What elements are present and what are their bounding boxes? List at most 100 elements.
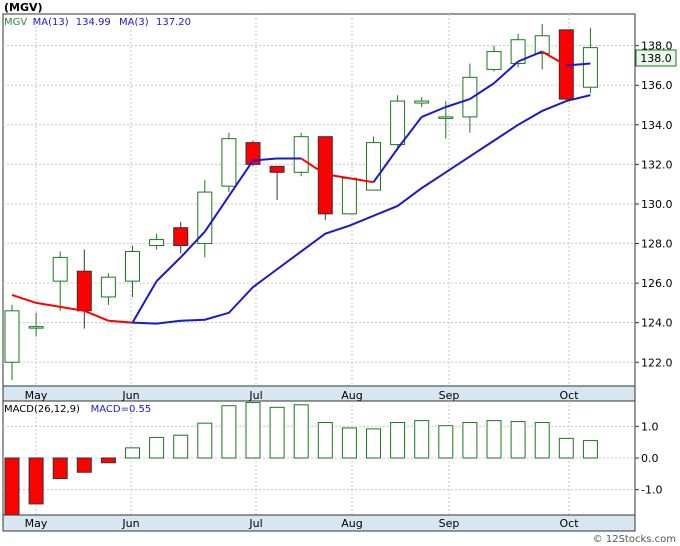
candle-body-up: [582, 47, 598, 88]
macd-bar-positive: [462, 422, 478, 459]
candle-body-up: [438, 116, 454, 119]
ma3-segment: [35, 301, 61, 308]
macd-bar-negative: [76, 457, 92, 473]
ma3-segment: [83, 309, 109, 322]
macd-bar-positive: [390, 422, 406, 459]
ma3-segment: [396, 116, 423, 150]
macd-bar-positive: [366, 428, 381, 459]
macd-legend-item: MACD(26,12,9): [4, 404, 80, 415]
ma3-segment: [60, 305, 85, 312]
ma3-segment: [372, 147, 399, 183]
price-legend-item: MA(13): [33, 17, 69, 28]
price-ytick-label: 138.0: [641, 40, 673, 53]
ma13-series-line: [132, 94, 591, 325]
macd-bar-positive: [414, 420, 430, 459]
macd-bar-negative: [28, 457, 44, 505]
ma3-segment: [155, 256, 182, 282]
macd-bar-positive: [197, 422, 213, 459]
macd-bar-positive: [173, 434, 189, 459]
price-ytick-label: 124.0: [641, 317, 673, 330]
ma3-segment: [517, 50, 543, 63]
price-xticks: May Jun Jul Aug Sep Oct: [25, 389, 580, 402]
candle-body-down: [173, 227, 189, 247]
candle-body-up: [293, 136, 309, 173]
macd-ytick-label: -1.0: [641, 484, 662, 497]
macd-date-band: [2, 514, 636, 532]
candle-body-up: [534, 35, 550, 55]
ma3-segment: [108, 319, 133, 324]
price-xtick-label: Jun: [121, 389, 139, 402]
price-xtick-label: Oct: [559, 389, 579, 402]
candle-body-up: [221, 138, 237, 187]
macd-bar-positive: [317, 422, 333, 459]
candle-body-down: [76, 270, 92, 312]
ma3-segment: [203, 195, 230, 233]
macd-legend: MACD(26,12,9) MACD=0.55: [4, 404, 151, 415]
macd-xtick-label: Aug: [341, 517, 362, 530]
ma13-long-layer: [132, 94, 591, 325]
ma3-segment: [228, 159, 254, 197]
macd-bars: [4, 402, 598, 519]
ma3-segment: [566, 62, 591, 67]
ma3-segment: [445, 98, 471, 108]
ma3-segment: [541, 50, 567, 67]
macd-bar-positive: [438, 425, 454, 459]
macd-bar-positive: [125, 447, 140, 459]
macd-xtick-label: Sep: [439, 517, 460, 530]
price-legend-item: MA(3): [119, 17, 149, 28]
candle-body-up: [197, 191, 213, 245]
macd-xticks: May Jun Jul Aug Sep Oct: [25, 517, 580, 530]
candle-body-up: [462, 76, 478, 118]
macd-bar-positive: [293, 404, 309, 459]
candle-body-down: [269, 165, 285, 173]
candle-body-up: [390, 100, 406, 146]
macd-legend-item: MACD=0.55: [91, 404, 152, 415]
price-yticks: 122.0 124.0 126.0 128.0 130.0 132.0 134.0 136.0…: [635, 40, 673, 369]
ma3-segment: [11, 294, 37, 304]
price-ytick-label: 128.0: [641, 238, 673, 251]
macd-bar-positive: [582, 440, 598, 459]
ma3-segment: [252, 157, 278, 162]
macd-bar-positive: [221, 405, 237, 459]
macd-bar-positive: [558, 437, 574, 459]
candle-body-up: [149, 239, 165, 247]
ma3-segment: [493, 60, 519, 84]
candle-body-up: [486, 51, 502, 70]
candle-body-up: [4, 310, 20, 363]
price-panel: 122.0 124.0 126.0 128.0 130.0 132.0 134.0 136.0…: [2, 13, 677, 403]
candle-body-up: [414, 100, 430, 104]
last-price-box: [635, 49, 677, 67]
candle-body-up: [125, 250, 140, 282]
macd-xtick-label: Jul: [248, 517, 262, 530]
candle-body-up: [100, 276, 116, 298]
price-xtick-label: Sep: [439, 389, 460, 402]
macd-bar-positive: [510, 421, 526, 459]
candle-body-up: [510, 39, 526, 64]
price-ytick-label: 134.0: [641, 119, 673, 132]
ma3-segment: [349, 177, 374, 184]
price-legend-item: 137.20: [156, 17, 191, 28]
candle-body-up: [28, 326, 44, 329]
price-xtick-label: Aug: [341, 389, 362, 402]
macd-bar-negative: [4, 457, 20, 519]
macd-bar-positive: [341, 427, 357, 459]
macd-xtick-label: May: [25, 517, 48, 530]
macd-ytick-label: 1.0: [641, 420, 659, 433]
ma3-segment: [300, 157, 326, 176]
price-ytick-label: 136.0: [641, 79, 673, 92]
ma-layer: [11, 50, 591, 324]
macd-xtick-label: Oct: [559, 517, 579, 530]
footer-credit: © 12Stocks.com: [593, 534, 676, 545]
price-ytick-label: 122.0: [641, 356, 673, 369]
ma3-segment: [469, 82, 495, 100]
macd-bar-positive: [534, 422, 550, 459]
price-legend-item: 134.99: [76, 17, 111, 28]
macd-bar-negative: [52, 457, 68, 480]
ma3-segment: [421, 106, 447, 118]
price-ytick-label: 126.0: [641, 277, 673, 290]
price-ytick-label: 132.0: [641, 158, 673, 171]
candle-body-up: [366, 142, 381, 191]
last-price-label: 138.0: [640, 52, 672, 65]
price-xtick-label: Jul: [248, 389, 262, 402]
